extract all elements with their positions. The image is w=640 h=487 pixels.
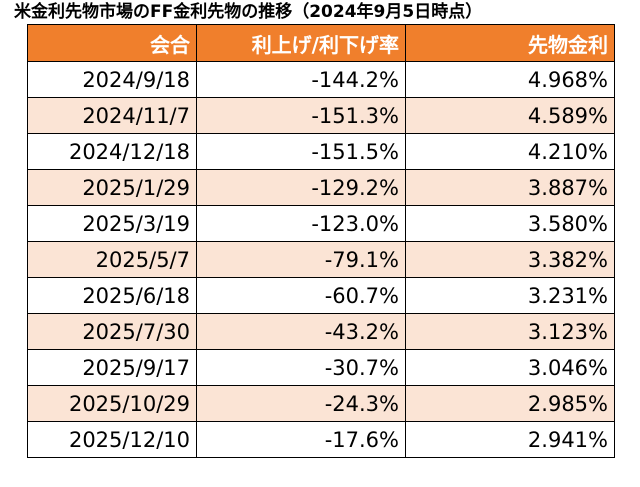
hike-cut-rate-cell: -30.7% [196,349,406,386]
hike-cut-rate-cell: -151.3% [196,97,406,134]
ff-futures-table: 会合 利上げ/利下げ率 先物金利 2024/9/18 -144.2% 4.968… [27,24,615,458]
futures-rate-cell: 3.231% [405,277,615,314]
table-row: 2024/12/18 -151.5% 4.210% [27,133,615,170]
meeting-date-cell: 2025/12/10 [27,421,197,458]
futures-rate-cell: 3.123% [405,313,615,350]
column-header-meeting: 会合 [27,24,197,62]
hike-cut-rate-cell: -151.5% [196,133,406,170]
table-row: 2025/7/30 -43.2% 3.123% [27,313,615,350]
futures-rate-cell: 2.941% [405,421,615,458]
meeting-date-cell: 2024/9/18 [27,61,197,98]
column-header-futures-rate: 先物金利 [405,24,615,62]
column-header-hike-cut-rate: 利上げ/利下げ率 [196,24,406,62]
hike-cut-rate-cell: -17.6% [196,421,406,458]
meeting-date-cell: 2024/12/18 [27,133,197,170]
futures-rate-cell: 2.985% [405,385,615,422]
futures-rate-cell: 3.046% [405,349,615,386]
page-title: 米金利先物市場のFF金利先物の推移（2024年9月5日時点） [14,2,483,22]
hike-cut-rate-cell: -144.2% [196,61,406,98]
meeting-date-cell: 2025/6/18 [27,277,197,314]
meeting-date-cell: 2025/9/17 [27,349,197,386]
futures-rate-cell: 3.887% [405,169,615,206]
meeting-date-cell: 2025/10/29 [27,385,197,422]
meeting-date-cell: 2025/1/29 [27,169,197,206]
table-row: 2025/6/18 -60.7% 3.231% [27,277,615,314]
table-row: 2025/1/29 -129.2% 3.887% [27,169,615,206]
hike-cut-rate-cell: -79.1% [196,241,406,278]
table-row: 2024/11/7 -151.3% 4.589% [27,97,615,134]
futures-rate-cell: 4.210% [405,133,615,170]
meeting-date-cell: 2025/5/7 [27,241,197,278]
meeting-date-cell: 2025/3/19 [27,205,197,242]
table-row: 2025/3/19 -123.0% 3.580% [27,205,615,242]
futures-rate-cell: 3.580% [405,205,615,242]
table-row: 2025/5/7 -79.1% 3.382% [27,241,615,278]
meeting-date-cell: 2025/7/30 [27,313,197,350]
hike-cut-rate-cell: -123.0% [196,205,406,242]
futures-rate-cell: 4.589% [405,97,615,134]
table-row: 2025/10/29 -24.3% 2.985% [27,385,615,422]
hike-cut-rate-cell: -24.3% [196,385,406,422]
table-row: 2024/9/18 -144.2% 4.968% [27,61,615,98]
table-row: 2025/12/10 -17.6% 2.941% [27,421,615,458]
table-header-row: 会合 利上げ/利下げ率 先物金利 [27,24,615,62]
table-row: 2025/9/17 -30.7% 3.046% [27,349,615,386]
hike-cut-rate-cell: -43.2% [196,313,406,350]
hike-cut-rate-cell: -60.7% [196,277,406,314]
futures-rate-cell: 4.968% [405,61,615,98]
meeting-date-cell: 2024/11/7 [27,97,197,134]
futures-rate-cell: 3.382% [405,241,615,278]
hike-cut-rate-cell: -129.2% [196,169,406,206]
